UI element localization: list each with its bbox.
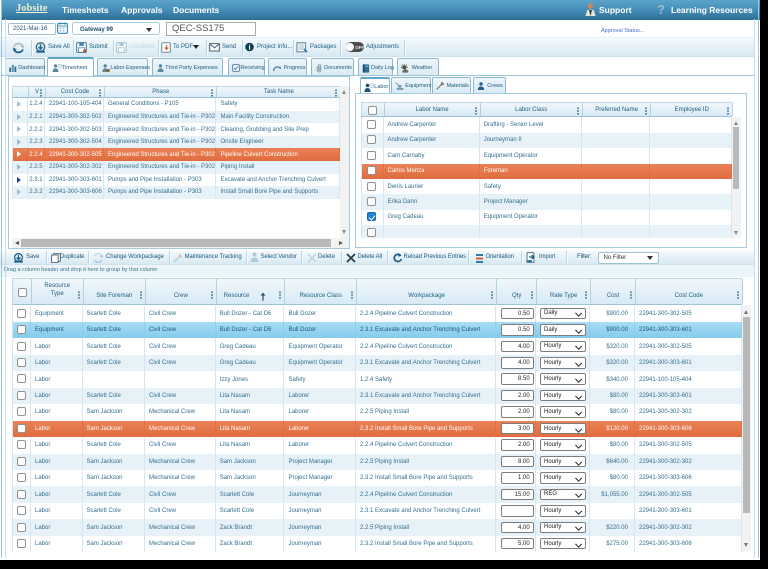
svg-text:i: i	[248, 42, 250, 51]
